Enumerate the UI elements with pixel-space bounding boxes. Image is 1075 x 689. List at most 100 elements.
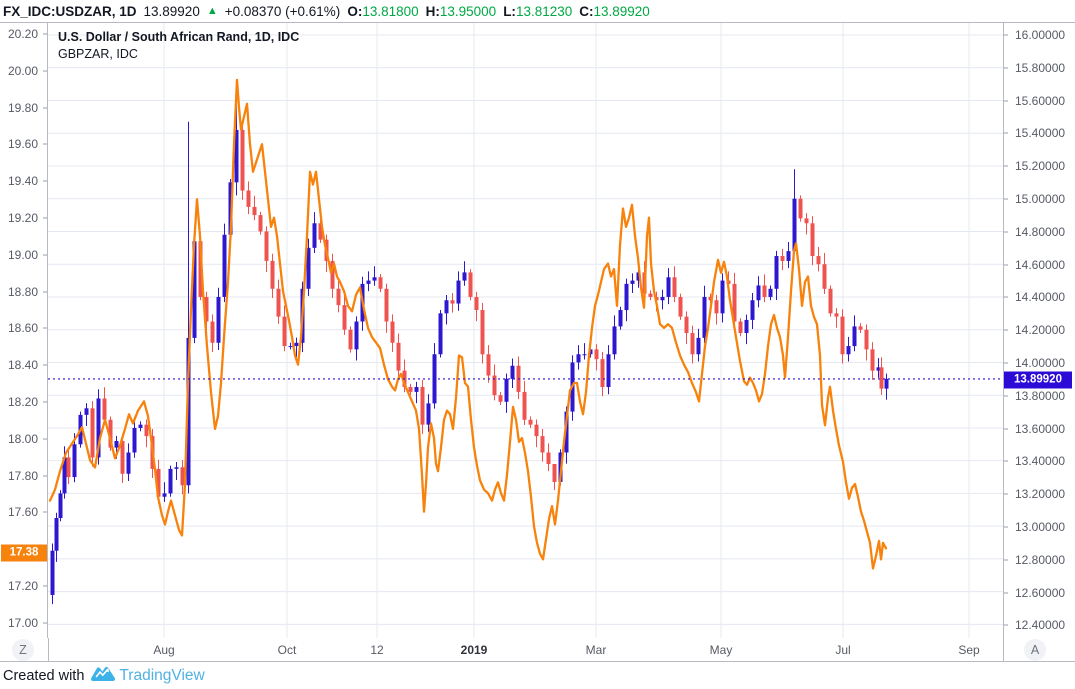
candle-body bbox=[798, 198, 803, 219]
candle-body bbox=[870, 349, 875, 371]
candle-body bbox=[744, 319, 749, 333]
candle-body bbox=[786, 251, 791, 261]
time-axis-label: Mar bbox=[585, 642, 607, 657]
candle-body bbox=[750, 300, 755, 320]
left-price-axis[interactable]: 20.20 20.00 19.80 19.60 19.40 19.20 19.00 18.80… bbox=[0, 23, 48, 638]
axis-tick-label: 19.00 bbox=[7, 247, 38, 262]
axis-tick-label: 19.40 bbox=[7, 174, 38, 189]
axis-tick-label: 19.60 bbox=[7, 137, 38, 152]
candle-body bbox=[678, 296, 683, 317]
price-chart-canvas[interactable] bbox=[48, 23, 1003, 638]
auto-scale-toggle-button[interactable]: A bbox=[1024, 639, 1046, 661]
candle-body bbox=[318, 223, 323, 240]
candle-body bbox=[114, 441, 119, 448]
candle-body bbox=[828, 288, 833, 314]
created-with-text: Created with bbox=[3, 667, 85, 684]
candle-body bbox=[456, 280, 461, 304]
candle-body bbox=[168, 468, 173, 494]
right-price-axis[interactable]: 16.00000 15.80000 15.60000 15.40000 15.20000… bbox=[1003, 23, 1075, 638]
candle-body bbox=[240, 129, 245, 191]
axis-tick-mark bbox=[1004, 198, 1008, 200]
candle-body bbox=[804, 218, 809, 224]
axis-tick-mark bbox=[43, 180, 47, 182]
candle-body bbox=[780, 256, 785, 261]
candle-body bbox=[408, 387, 413, 392]
candle-body bbox=[582, 354, 587, 356]
axis-tick-label: 18.20 bbox=[7, 395, 38, 409]
candle-body bbox=[474, 296, 479, 311]
candle-body bbox=[264, 231, 269, 261]
candle-body bbox=[774, 256, 779, 289]
candle-body bbox=[50, 550, 55, 595]
axis-tick-mark bbox=[1004, 624, 1008, 626]
candle-body bbox=[336, 288, 341, 306]
axis-tick-label: 13.60000 bbox=[1015, 421, 1066, 436]
candle-body bbox=[879, 367, 884, 389]
axis-tick-mark bbox=[43, 438, 47, 440]
axis-tick-mark bbox=[1004, 493, 1008, 495]
up-arrow-icon: ▲ bbox=[206, 5, 218, 17]
candle-body bbox=[228, 182, 233, 235]
close-label: C: bbox=[579, 3, 594, 19]
candle-body bbox=[90, 408, 95, 458]
candle-body bbox=[62, 457, 67, 494]
candle-body bbox=[756, 285, 761, 301]
candle-body bbox=[216, 296, 221, 343]
axis-tick-mark bbox=[1004, 592, 1008, 594]
candle-body bbox=[348, 329, 353, 350]
axis-tick-mark bbox=[1004, 460, 1008, 462]
axis-tick-mark bbox=[1004, 67, 1008, 69]
candle-body bbox=[258, 215, 263, 232]
axis-separator-right bbox=[1003, 638, 1004, 661]
tradingview-logo-icon[interactable] bbox=[90, 665, 116, 687]
candle-body bbox=[246, 190, 251, 207]
candle-body bbox=[816, 256, 821, 265]
last-price: 13.89920 bbox=[143, 3, 200, 19]
candle-body bbox=[690, 332, 695, 355]
tradingview-brand-text[interactable]: TradingView bbox=[119, 666, 205, 684]
axis-tick-label: 12.60000 bbox=[1015, 585, 1066, 600]
axis-tick-mark bbox=[1004, 329, 1008, 331]
axis-tick-label: 19.80 bbox=[7, 100, 38, 115]
candle-body bbox=[138, 424, 143, 428]
candle-body bbox=[342, 305, 347, 330]
axis-tick-mark bbox=[43, 254, 47, 256]
candle-body bbox=[294, 342, 299, 347]
attribution-bar: Created with TradingView bbox=[0, 662, 1075, 689]
chart-plot-area[interactable]: U.S. Dollar / South African Rand, 1D, ID… bbox=[48, 23, 1003, 638]
candle-body bbox=[444, 300, 449, 314]
candle-body bbox=[372, 277, 377, 281]
candle-body bbox=[840, 316, 845, 355]
axis-tick-label: 15.80000 bbox=[1015, 60, 1066, 75]
candle-body bbox=[162, 493, 167, 497]
candle-body bbox=[600, 359, 605, 388]
time-axis-label: May bbox=[709, 642, 733, 657]
axis-tick-label: 18.40 bbox=[7, 358, 38, 373]
open-value: 13.81800 bbox=[362, 3, 419, 19]
candle-body bbox=[390, 321, 395, 343]
time-axis-label: 2019 bbox=[460, 642, 488, 657]
symbol-title: FX_IDC:USDZAR, 1D bbox=[3, 3, 137, 19]
candle-body bbox=[810, 223, 815, 257]
axis-tick-label: 13.40000 bbox=[1015, 454, 1066, 469]
time-axis-label: Jul bbox=[835, 642, 851, 657]
candle-body bbox=[648, 293, 653, 297]
candle-body bbox=[84, 408, 89, 415]
axis-tick-label: 13.00000 bbox=[1015, 520, 1066, 534]
candle-body bbox=[738, 321, 743, 333]
candle-body bbox=[720, 280, 725, 314]
candle-body bbox=[354, 321, 359, 350]
time-axis[interactable]: Z A Aug Oct 12 2019 Mar May Jul Sep bbox=[0, 638, 1075, 662]
candle-body bbox=[708, 296, 713, 301]
candle-body bbox=[288, 346, 293, 348]
candle-body bbox=[498, 395, 503, 402]
gbpzar-overlay-line bbox=[48, 78, 888, 570]
axis-tick-label: 14.80000 bbox=[1015, 224, 1066, 239]
left-scale-toggle-button[interactable]: Z bbox=[12, 639, 34, 661]
candle-body bbox=[624, 283, 629, 311]
axis-tick-mark bbox=[1004, 165, 1008, 167]
open-label: O: bbox=[347, 3, 363, 19]
candle-body bbox=[618, 310, 623, 327]
candle-body bbox=[144, 424, 149, 437]
